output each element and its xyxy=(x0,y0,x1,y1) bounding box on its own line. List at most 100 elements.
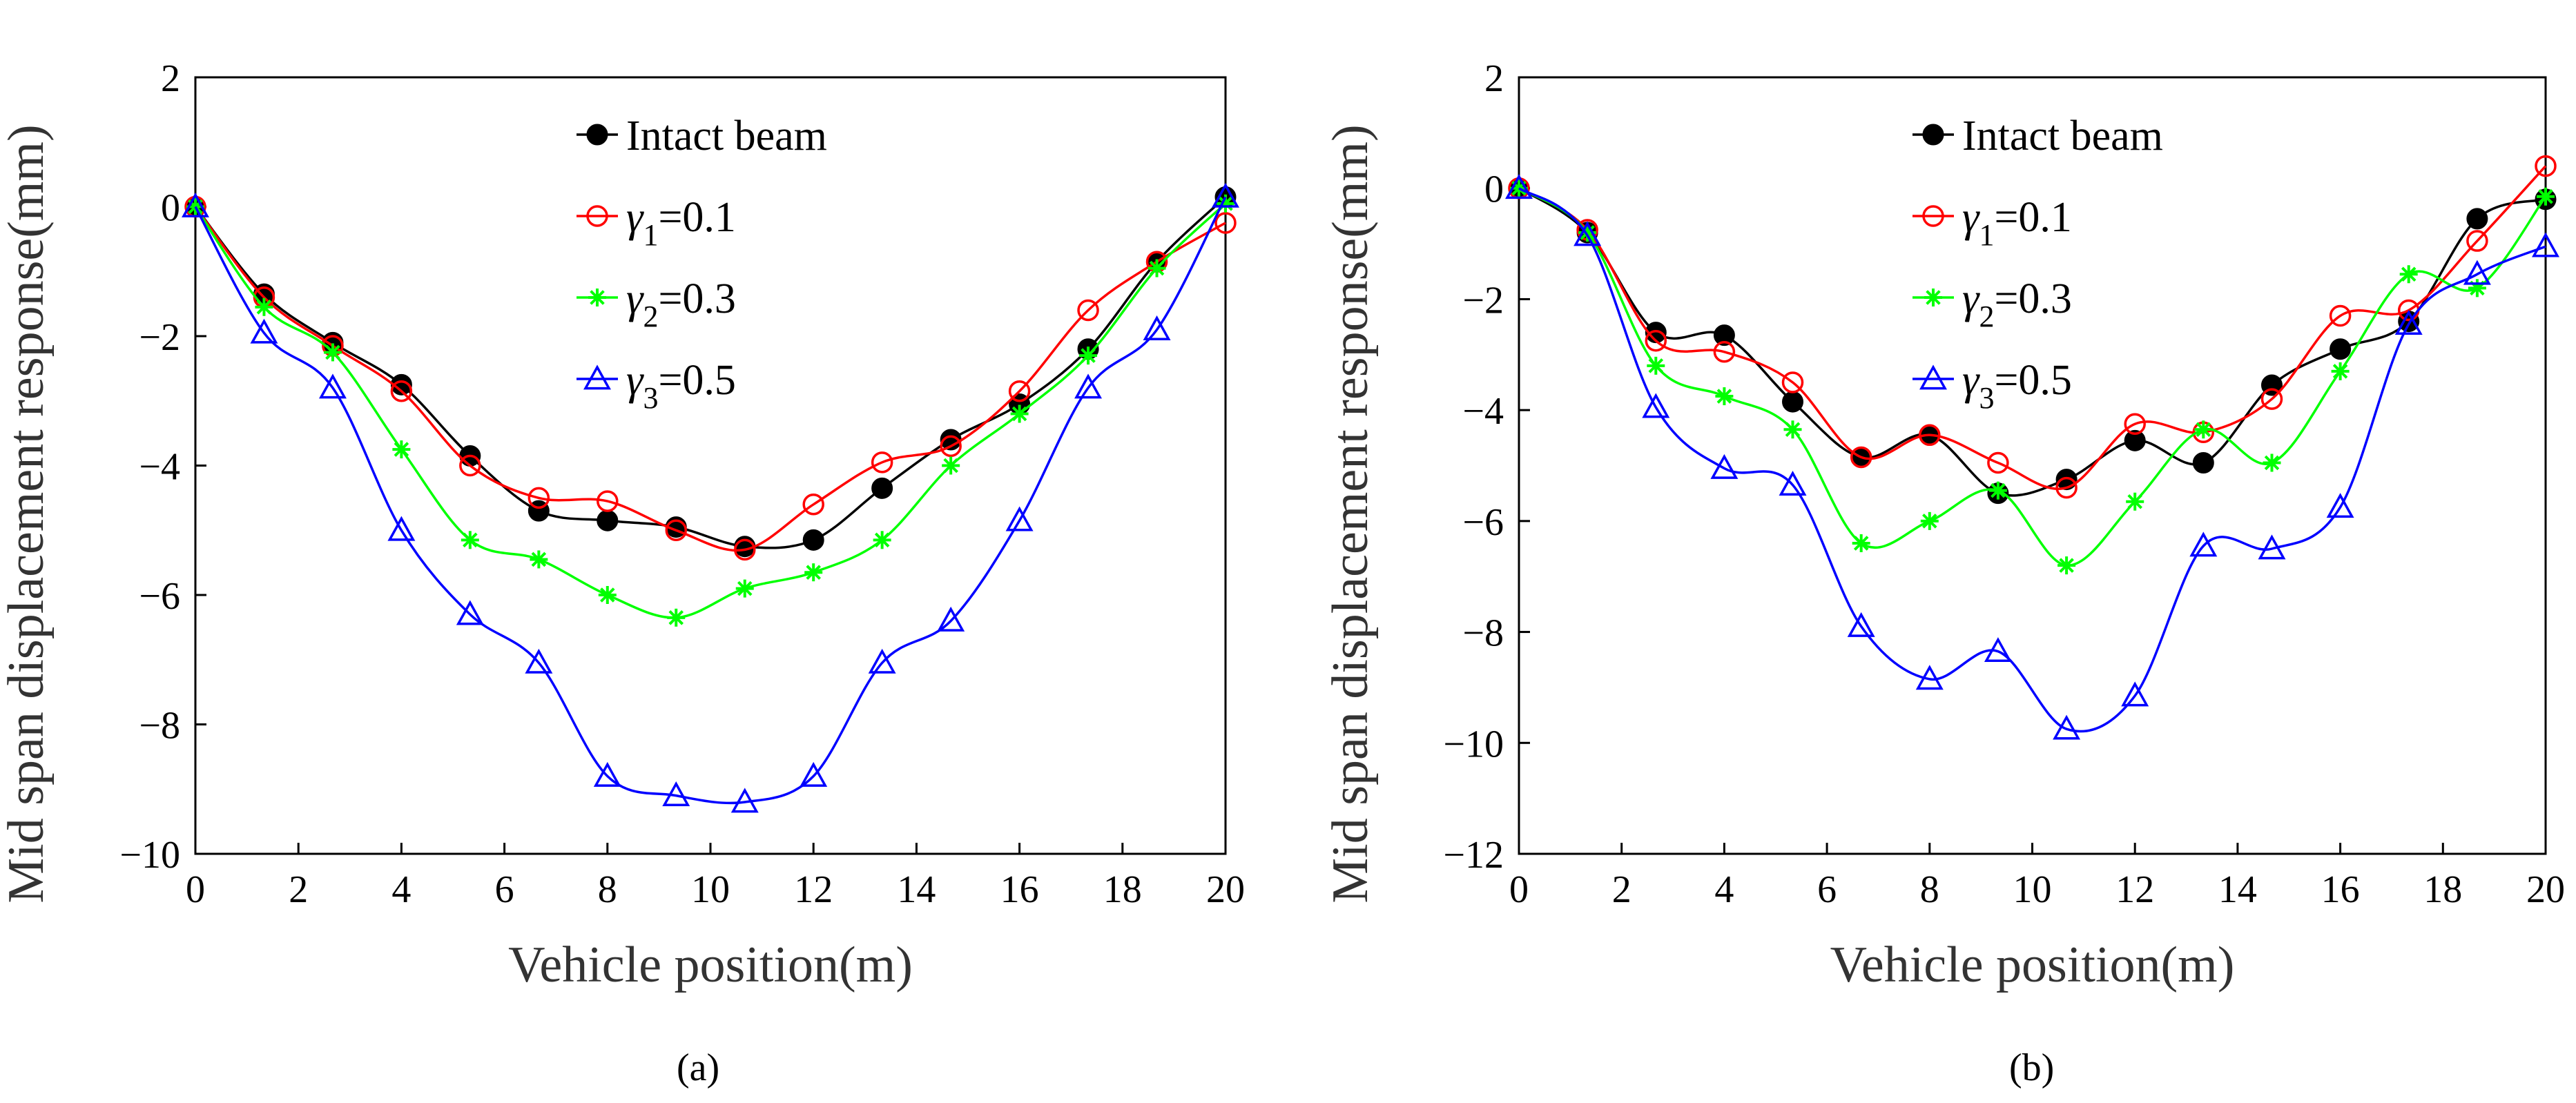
data-point xyxy=(530,550,548,569)
legend-label-subscript: 2 xyxy=(1979,300,1994,333)
data-point xyxy=(1782,391,1804,413)
data-point xyxy=(800,761,828,787)
legend-marker xyxy=(586,205,608,227)
series-line xyxy=(1518,187,2546,733)
legend-marker xyxy=(1922,205,1944,227)
x-tick-label: 2 xyxy=(289,868,308,911)
y-tick-label: −12 xyxy=(1443,834,1504,877)
legend-label-main: γ xyxy=(626,357,644,404)
y-axis-label: Mid span displacement response(mm) xyxy=(1322,124,1379,903)
data-point xyxy=(942,456,960,475)
data-point xyxy=(1077,299,1099,322)
x-tick-label: 8 xyxy=(1920,868,1939,911)
series-4 xyxy=(1505,174,2559,740)
legend-label-main: γ xyxy=(626,194,644,241)
data-point xyxy=(1074,373,1103,399)
data-point xyxy=(940,435,962,458)
y-tick-label: 0 xyxy=(161,187,180,230)
data-point xyxy=(734,538,756,561)
data-point xyxy=(1852,534,1870,552)
series-3 xyxy=(186,194,1234,627)
x-tick-label: 16 xyxy=(2321,868,2360,911)
data-point xyxy=(1143,315,1171,340)
x-tick-label: 14 xyxy=(897,868,936,911)
x-tick-label: 16 xyxy=(1000,868,1039,911)
data-point xyxy=(1713,341,1736,363)
data-point xyxy=(2329,304,2352,327)
data-point xyxy=(871,477,893,499)
data-point xyxy=(2126,492,2144,511)
data-point xyxy=(527,487,550,509)
data-point xyxy=(665,519,687,541)
legend-label: γ3=0.5 xyxy=(626,357,736,415)
panel-label: (b) xyxy=(2009,1046,2054,1089)
legend-label-main: γ xyxy=(1962,194,1980,241)
data-point xyxy=(1783,420,1802,439)
y-tick-label: −6 xyxy=(1462,501,1504,544)
series-line xyxy=(194,196,1227,805)
y-tick-label: −6 xyxy=(139,575,180,618)
data-point xyxy=(2057,556,2076,575)
data-point xyxy=(387,516,416,541)
panel-label: (a) xyxy=(677,1046,719,1089)
series-line xyxy=(1518,187,2546,497)
series-line xyxy=(1518,165,2547,490)
x-tick-label: 12 xyxy=(794,868,833,911)
data-point xyxy=(2121,681,2149,707)
data-point xyxy=(2194,420,2213,439)
data-point xyxy=(2124,429,2146,451)
data-point xyxy=(593,761,621,787)
legend-marker xyxy=(583,364,611,390)
legend-label: γ3=0.5 xyxy=(1962,357,2072,415)
data-point xyxy=(1920,511,1939,530)
x-tick-label: 10 xyxy=(2013,868,2052,911)
legend-label-value: =0.1 xyxy=(1994,194,2071,241)
x-tick-label: 0 xyxy=(1509,868,1529,911)
data-point xyxy=(597,509,619,531)
legend-label-value: =0.5 xyxy=(1994,357,2071,404)
legend-label-subscript: 3 xyxy=(1979,381,1994,415)
data-point xyxy=(598,586,617,604)
data-point xyxy=(525,648,553,674)
data-point xyxy=(802,529,824,551)
data-point xyxy=(1847,612,1875,637)
data-point xyxy=(1713,324,1735,346)
x-tick-label: 0 xyxy=(186,868,205,911)
series-line xyxy=(194,206,1226,552)
legend-label-value: =0.1 xyxy=(658,194,735,241)
data-point xyxy=(1005,506,1034,531)
y-tick-label: −2 xyxy=(139,316,180,359)
data-point xyxy=(2326,493,2354,518)
series-4 xyxy=(182,182,1239,813)
data-point xyxy=(597,490,619,512)
data-point xyxy=(735,579,754,598)
legend-label-value: =0.5 xyxy=(658,357,735,404)
data-point xyxy=(1147,259,1166,277)
data-point xyxy=(2192,451,2214,474)
legend-label-subscript: 1 xyxy=(643,218,658,252)
legend-label: γ2=0.3 xyxy=(1962,275,2072,333)
data-point xyxy=(318,373,347,399)
legend-label: γ1=0.1 xyxy=(626,194,736,252)
data-point xyxy=(1505,174,1533,199)
series-line xyxy=(1518,187,2547,567)
data-point xyxy=(1079,346,1098,365)
data-point xyxy=(1642,393,1670,418)
y-tick-label: −2 xyxy=(1462,279,1504,322)
x-tick-label: 20 xyxy=(2526,868,2565,911)
legend-label-main: Intact beam xyxy=(626,113,827,159)
data-point xyxy=(1008,380,1031,402)
data-point xyxy=(1010,404,1029,423)
legend-marker xyxy=(1919,364,1947,390)
data-point xyxy=(730,788,759,813)
x-tick-label: 4 xyxy=(391,868,411,911)
legend-label-main: Intact beam xyxy=(1962,113,2163,159)
x-tick-label: 6 xyxy=(1817,868,1837,911)
series-line xyxy=(194,196,1227,549)
x-tick-label: 18 xyxy=(1103,868,1142,911)
data-point xyxy=(459,454,481,477)
data-point xyxy=(1781,371,1804,393)
